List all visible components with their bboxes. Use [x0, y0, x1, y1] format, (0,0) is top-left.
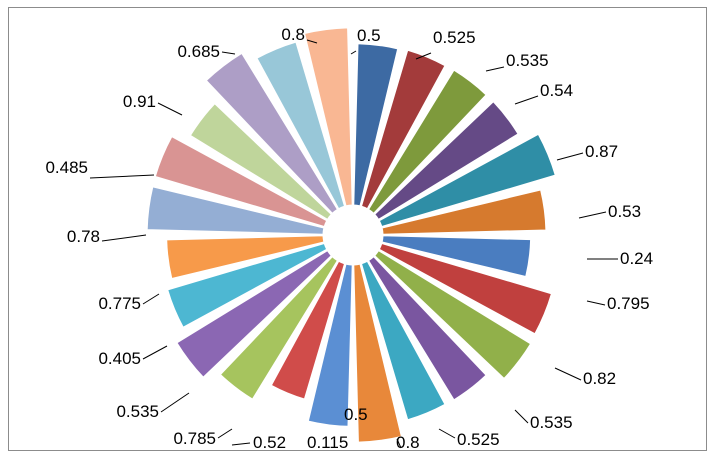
- chart-svg: 0.5 0.525 0.535 0.54 0.87 0.53 0.24 0.795 0.82 0.…: [45, 25, 653, 452]
- pie-slice-7: [381, 235, 532, 278]
- pie-slice-14: [270, 260, 346, 400]
- pie-slice-16: [176, 249, 332, 378]
- leader-line-21: [89, 174, 155, 179]
- leader-line-4: [514, 95, 539, 105]
- data-label-18: 0.405: [98, 349, 141, 368]
- pie-slice-15: [219, 256, 339, 400]
- leader-line-15: [231, 442, 251, 446]
- data-label-8: 0.795: [607, 294, 650, 313]
- pie-slice-21: [189, 103, 332, 221]
- leader-line-10: [514, 409, 529, 424]
- pie-slice-22: [205, 52, 339, 214]
- data-label-12: 0.8: [396, 433, 420, 452]
- pie-slice-24: [304, 27, 353, 207]
- data-label-4: 0.54: [540, 81, 573, 100]
- leader-line-3: [485, 66, 505, 72]
- data-label-6: 0.53: [608, 202, 641, 221]
- pie-slice-13: [307, 263, 353, 427]
- pie-slice-6: [381, 189, 547, 235]
- data-label-21: 0.485: [45, 158, 88, 177]
- data-label-9: 0.82: [583, 369, 616, 388]
- data-label-3: 0.535: [506, 51, 549, 70]
- leader-line-17: [160, 392, 190, 413]
- data-label-5: 0.87: [585, 142, 618, 161]
- data-label-23: 0.685: [177, 42, 220, 61]
- data-label-20: 0.78: [67, 227, 100, 246]
- leader-line-9: [554, 367, 582, 381]
- pie-slice-1: [353, 43, 399, 207]
- leader-line-6: [578, 211, 607, 219]
- data-label-16: 0.785: [173, 429, 216, 448]
- leader-line-24: [306, 39, 318, 44]
- pie-slice-9: [374, 249, 532, 380]
- data-label-17: 0.535: [116, 402, 159, 421]
- leader-line-18: [142, 345, 168, 360]
- leader-line-16: [217, 428, 233, 439]
- data-label-11: 0.525: [457, 430, 500, 449]
- leader-line-8: [586, 300, 606, 306]
- data-label-15: 0.52: [253, 433, 286, 452]
- leader-line-2: [415, 52, 432, 60]
- data-label-2: 0.525: [433, 28, 476, 47]
- leader-line-11: [438, 428, 456, 439]
- pie-slice-3: [367, 69, 487, 214]
- leader-line-12: [396, 438, 402, 449]
- leader-line-23: [221, 51, 236, 55]
- data-label-22: 0.91: [123, 92, 156, 111]
- chart-area: 0.5 0.525 0.535 0.54 0.87 0.53 0.24 0.795 0.82 0.…: [8, 7, 707, 452]
- data-label-1: 0.5: [357, 26, 381, 45]
- data-label-24: 0.8: [281, 25, 305, 44]
- data-label-13: 0.5: [344, 405, 368, 424]
- pie-slice-19: [146, 186, 325, 235]
- pie-slice-8: [378, 242, 553, 335]
- pie-slice-10: [367, 256, 487, 401]
- pie-slice-23: [256, 41, 346, 210]
- leader-line-19: [142, 293, 160, 305]
- pie-slice-11: [360, 260, 446, 421]
- pie-slice-20: [154, 135, 328, 228]
- leader-line-5: [556, 152, 584, 161]
- data-label-10: 0.535: [530, 413, 573, 432]
- data-label-19: 0.775: [98, 294, 141, 313]
- leader-line-22: [157, 102, 183, 116]
- pie-slice-12: [353, 263, 402, 443]
- leader-line-20: [101, 234, 147, 242]
- data-label-7: 0.24: [620, 249, 653, 268]
- pie-slice-18: [166, 235, 325, 280]
- pie-slice-2: [360, 49, 446, 210]
- pie-slice-5: [378, 133, 556, 228]
- pie-slice-17: [167, 242, 328, 328]
- leader-line-1: [350, 50, 357, 55]
- pie-slice-4: [374, 101, 519, 221]
- data-label-14: 0.115: [307, 433, 348, 452]
